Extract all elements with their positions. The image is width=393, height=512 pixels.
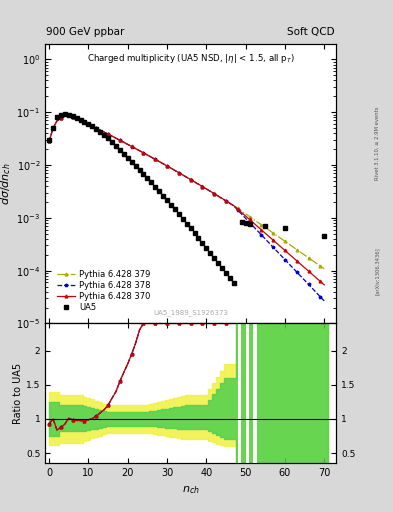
Pythia 6.428 378 [66,112,71,118]
UA5 [62,111,67,117]
Line: UA5: UA5 [47,112,327,285]
Pythia 6.428 370 [47,138,51,144]
Pythia 6.428 370 [216,193,220,199]
UA5 [192,230,197,237]
Line: Pythia 6.428 370: Pythia 6.428 370 [48,113,326,286]
Pythia 6.428 370 [55,118,59,124]
Pythia 6.428 378 [259,232,264,238]
Pythia 6.428 379 [55,118,59,124]
Y-axis label: Ratio to UA5: Ratio to UA5 [13,363,23,424]
Pythia 6.428 370 [259,227,264,233]
Pythia 6.428 378 [184,174,189,180]
Bar [253,324,257,463]
Y-axis label: $d\sigma/dn_{ch}$: $d\sigma/dn_{ch}$ [0,162,13,205]
UA5 [231,280,236,286]
Pythia 6.428 379 [129,143,134,150]
Pythia 6.428 379 [216,193,220,199]
Line: Pythia 6.428 378: Pythia 6.428 378 [48,113,326,303]
X-axis label: $n_{ch}$: $n_{ch}$ [182,484,200,496]
UA5 [165,197,169,203]
Pythia 6.428 370 [184,174,189,180]
Legend: Pythia 6.428 379, Pythia 6.428 378, Pythia 6.428 370, UA5: Pythia 6.428 379, Pythia 6.428 378, Pyth… [55,268,152,314]
Pythia 6.428 370 [310,271,315,278]
Pythia 6.428 379 [322,266,327,272]
Pythia 6.428 379 [47,138,51,144]
Text: Charged multiplicity (UA5 NSD, $|\eta|$ < 1.5, all p$_T$): Charged multiplicity (UA5 NSD, $|\eta|$ … [86,52,295,65]
Pythia 6.428 378 [216,193,220,199]
UA5 [176,211,181,217]
Pythia 6.428 370 [66,112,71,118]
Text: [arXiv:1306.3436]: [arXiv:1306.3436] [375,247,380,295]
Pythia 6.428 379 [259,222,264,228]
Text: 900 GeV ppbar: 900 GeV ppbar [46,27,125,37]
Pythia 6.428 378 [129,143,134,150]
Text: Rivet 3.1.10, ≥ 2.9M events: Rivet 3.1.10, ≥ 2.9M events [375,106,380,180]
Pythia 6.428 378 [322,298,327,304]
Bar [238,324,241,463]
Pythia 6.428 379 [310,258,315,264]
Text: UA5_1989_S1926373: UA5_1989_S1926373 [153,310,228,316]
Pythia 6.428 370 [129,143,134,150]
Pythia 6.428 370 [322,282,327,288]
Pythia 6.428 379 [66,112,71,118]
Pythia 6.428 378 [310,285,315,291]
UA5 [129,159,134,165]
Bar [246,324,249,463]
UA5 [86,121,91,127]
Pythia 6.428 379 [184,174,189,180]
Pythia 6.428 378 [47,138,51,144]
Line: Pythia 6.428 379: Pythia 6.428 379 [48,113,326,270]
Pythia 6.428 378 [55,118,59,124]
UA5 [47,137,51,143]
UA5 [322,233,327,239]
UA5 [173,206,177,212]
Text: Soft QCD: Soft QCD [287,27,335,37]
